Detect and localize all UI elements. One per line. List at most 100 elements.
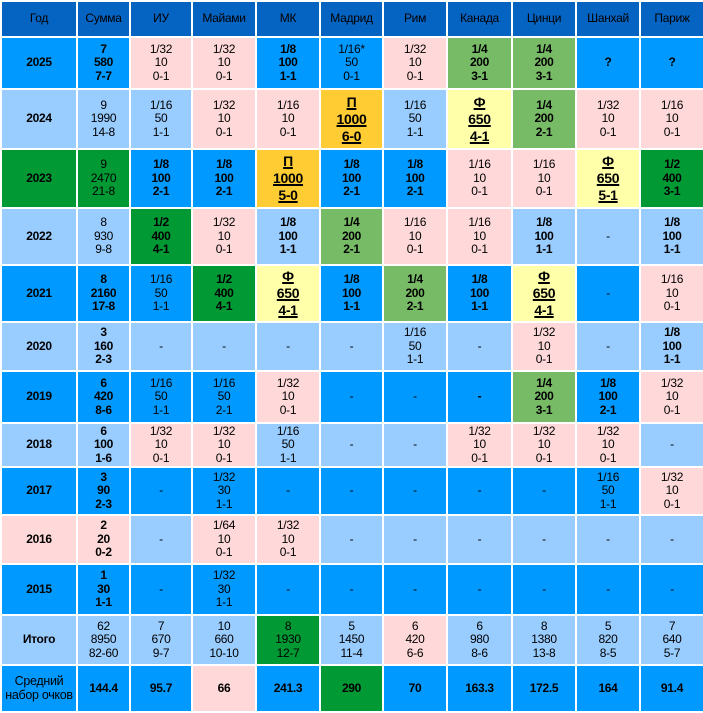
cell-line: 1/16 <box>403 97 427 112</box>
cell-line: - <box>477 338 482 353</box>
cell-line: 200 <box>405 285 425 300</box>
result-cell: 1/32 10 0-1 <box>191 36 257 90</box>
cell-line: 420 <box>405 632 425 647</box>
cell-line: 2 <box>100 518 107 533</box>
cell-line: 164 <box>598 680 618 695</box>
result-cell: 1/16 50 1-1 <box>382 321 448 372</box>
cell-line: 3-1 <box>663 184 681 199</box>
cell-line: 0-1 <box>279 402 297 417</box>
cell-line: - <box>222 338 226 353</box>
cell-line: 650 <box>276 285 300 301</box>
cell-line: 2-1 <box>343 184 360 199</box>
cell-line: 50 <box>345 55 358 70</box>
cell-line: - <box>349 531 354 546</box>
result-cell: - <box>575 264 641 323</box>
cell-line: 62 <box>97 618 110 633</box>
column-header[interactable]: Сумма <box>76 0 131 38</box>
cell-line: - <box>477 389 482 404</box>
cell-line: 1/32 <box>212 469 236 484</box>
cell-line: - <box>413 437 417 452</box>
result-cell: 1/4 200 2-1 <box>319 207 384 266</box>
cell-line: 10 <box>665 483 679 498</box>
cell-line: 1/4 <box>536 97 552 112</box>
cell-line: 2-3 <box>95 496 112 511</box>
column-header[interactable]: МК <box>255 0 321 38</box>
cell-line: - <box>542 483 546 498</box>
cell-line: 1000 <box>336 110 367 127</box>
column-header[interactable]: ИУ <box>129 0 193 38</box>
cell-line: 1-1 <box>535 242 553 257</box>
column-header[interactable]: Мадрид <box>319 0 384 38</box>
cell-line: 1/32 <box>532 325 556 340</box>
result-cell: 1/8 100 2-1 <box>575 370 641 424</box>
cell-line: - <box>413 483 417 498</box>
result-cell: ? <box>575 36 641 90</box>
cell-line: 5 <box>604 618 612 633</box>
result-cell: - <box>446 563 513 616</box>
cell-line: 100 <box>214 170 234 185</box>
cell-line: 400 <box>151 228 171 243</box>
cell-line: 10 <box>665 285 679 300</box>
table-row: 2016 2 20 0-2-1/64 10 0-1 1/32 10 0-1- - - - - - <box>0 514 703 565</box>
cell-line: 10 <box>217 111 231 126</box>
result-cell: 1/8 100 2-1 <box>191 148 257 209</box>
cell-line: 6-6 <box>406 645 424 660</box>
cell-line: 241.3 <box>273 680 303 695</box>
result-cell: 1/16 10 0-1 <box>639 88 703 150</box>
result-cell: - <box>575 563 641 616</box>
cell-line: 90 <box>97 483 110 498</box>
row-label: 2017 <box>0 466 78 516</box>
result-cell: 1/16 10 0-1 <box>639 264 703 323</box>
result-cell: Ф 650 4-1 <box>446 88 513 150</box>
result-cell: - <box>446 321 513 372</box>
column-header[interactable]: Париж <box>639 0 703 38</box>
result-cell: 1/16 50 1-1 <box>129 264 193 323</box>
cell-line: 1/16 <box>149 97 173 112</box>
result-cell: Ф 650 4-1 <box>255 264 321 323</box>
cell-line: 660 <box>214 632 234 647</box>
sum-cell: 1 30 1-1 <box>76 563 131 616</box>
result-cell: - <box>575 321 641 372</box>
cell-line: 3-1 <box>535 68 553 83</box>
cell-line: 1/8 <box>407 157 423 172</box>
cell-line: Ф <box>602 153 614 169</box>
cell-line: 10 <box>537 170 551 185</box>
column-header[interactable]: Год <box>0 0 78 38</box>
cell-line: 6-0 <box>341 127 362 144</box>
result-cell: - <box>382 466 448 516</box>
column-header[interactable]: Цинци <box>511 0 577 38</box>
cell-line: 1-6 <box>95 450 112 465</box>
result-cell: 1/4 200 3-1 <box>511 36 577 90</box>
result-cell: 7 640 5-7 <box>639 614 703 666</box>
cell-line: 1/16 <box>660 272 684 287</box>
result-cell: 1/32 10 0-1 <box>639 370 703 424</box>
row-label: Итого <box>0 614 78 666</box>
table-row: 2015 1 30 1-1-1/32 30 1-1- - - - - - - <box>0 563 703 616</box>
column-header[interactable]: Рим <box>382 0 448 38</box>
result-cell: Ф 650 4-1 <box>511 264 577 323</box>
cell-line: 1/16 <box>468 157 491 172</box>
column-header[interactable]: Канада <box>446 0 513 38</box>
cell-line: 2160 <box>90 285 117 300</box>
cell-line: 0-1 <box>663 299 681 314</box>
column-header[interactable]: Шанхай <box>575 0 641 38</box>
cell-line: 0-1 <box>535 184 553 199</box>
row-label: 2025 <box>0 36 78 90</box>
cell-line: 0-1 <box>663 124 681 139</box>
cell-line: 1-1 <box>279 242 297 257</box>
cell-line: 10 <box>537 437 551 452</box>
sum-cell: 9 2470 21-8 <box>76 148 131 209</box>
cell-line: 3-1 <box>471 68 488 83</box>
cell-line: 10 <box>217 228 231 243</box>
cell-line: 0-1 <box>535 450 553 465</box>
cell-line: 1/8 <box>536 215 552 230</box>
cell-line: 0-1 <box>279 124 297 139</box>
cell-line: 1/32 <box>149 423 173 438</box>
cell-line: 160 <box>93 338 114 353</box>
cell-line: 70 <box>408 680 422 695</box>
cell-line: 0-1 <box>535 352 553 367</box>
result-cell: 1/8 100 1-1 <box>639 207 703 266</box>
column-header[interactable]: Майами <box>191 0 257 38</box>
cell-line: 10 <box>473 228 486 243</box>
cell-line: - <box>477 581 482 596</box>
